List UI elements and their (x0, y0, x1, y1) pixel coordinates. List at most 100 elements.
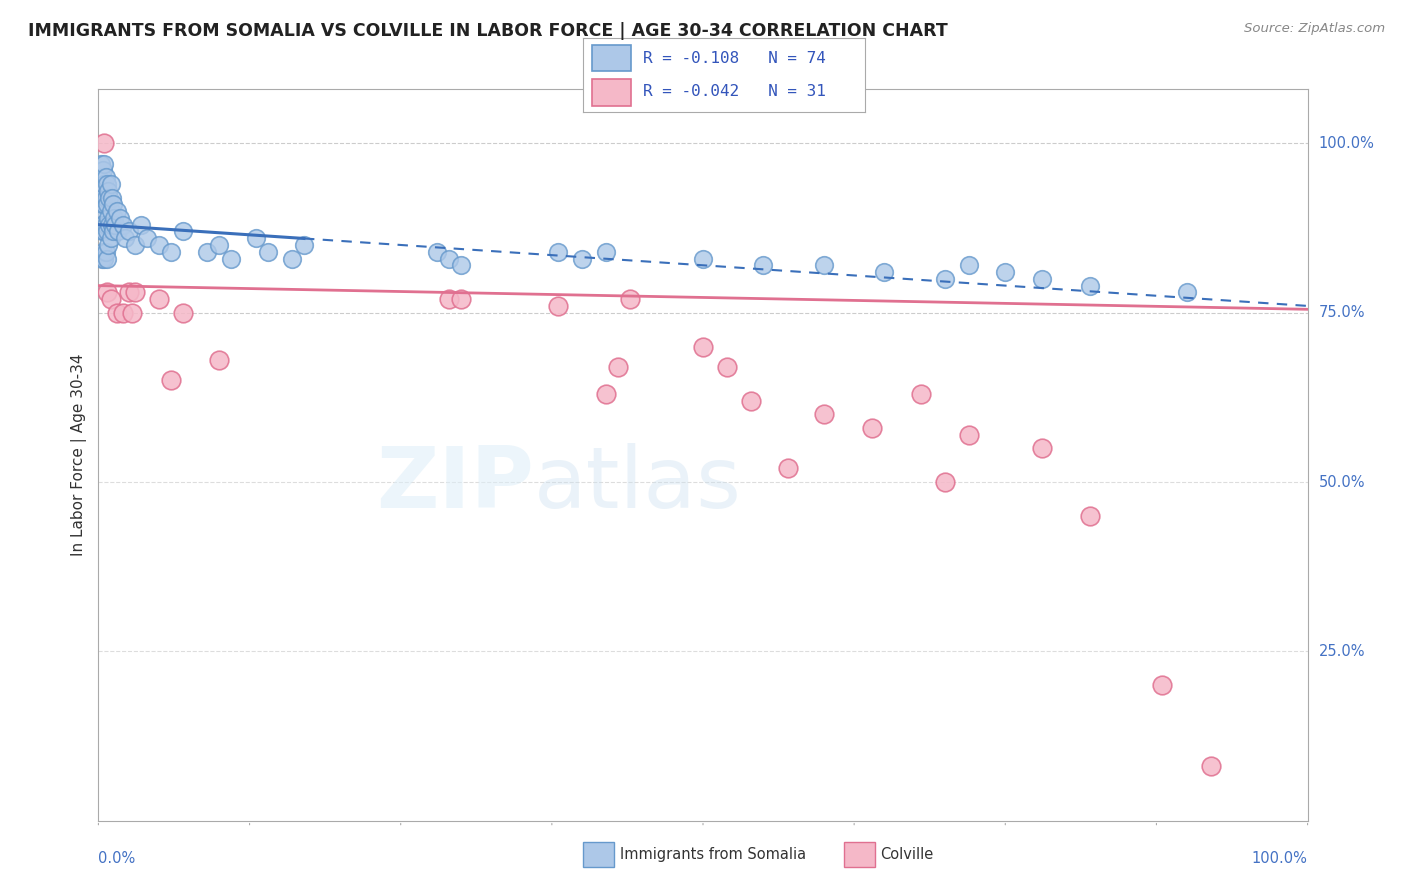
Point (91, 244, 114, 259)
Text: Source: ZipAtlas.com: Source: ZipAtlas.com (1244, 22, 1385, 36)
Point (910, 387, 932, 401)
Point (100, 204, 122, 219)
Point (96, 224, 118, 238)
Text: 75.0%: 75.0% (1319, 305, 1365, 320)
Point (114, 231, 136, 245)
Point (245, 231, 267, 245)
Point (135, 231, 157, 245)
Point (692, 252, 714, 266)
Point (104, 218, 127, 232)
Point (195, 244, 218, 259)
Point (90, 184, 112, 198)
Point (547, 244, 569, 259)
Point (571, 252, 593, 266)
Point (607, 359, 630, 374)
Text: IMMIGRANTS FROM SOMALIA VS COLVILLE IN LABOR FORCE | AGE 30-34 CORRELATION CHART: IMMIGRANTS FROM SOMALIA VS COLVILLE IN L… (28, 22, 948, 40)
Point (994, 265, 1017, 279)
Point (90, 157, 112, 171)
Point (90, 218, 112, 232)
Point (934, 475, 956, 489)
Point (91, 170, 114, 185)
Point (105, 204, 128, 219)
Point (873, 265, 896, 279)
Point (160, 373, 183, 387)
Point (103, 211, 125, 225)
Point (97, 211, 120, 225)
Point (813, 258, 835, 272)
Point (1199, 759, 1222, 773)
Point (957, 258, 980, 272)
Point (208, 353, 231, 368)
Point (100, 231, 122, 245)
Point (1152, 678, 1174, 692)
Point (292, 238, 315, 252)
Point (1031, 441, 1053, 455)
Point (148, 292, 170, 306)
Text: Immigrants from Somalia: Immigrants from Somalia (620, 847, 806, 862)
Text: R = -0.042   N = 31: R = -0.042 N = 31 (643, 84, 825, 99)
Point (89, 204, 111, 219)
Point (96, 252, 118, 266)
Point (118, 224, 141, 238)
Point (160, 244, 183, 259)
Point (98, 190, 121, 204)
Point (934, 272, 956, 286)
Point (91, 190, 114, 204)
Point (93, 177, 115, 191)
Point (450, 292, 472, 306)
Point (129, 218, 152, 232)
Point (97, 238, 120, 252)
Point (172, 306, 194, 320)
Point (281, 252, 304, 266)
Text: 25.0%: 25.0% (1319, 644, 1365, 659)
Point (91, 224, 114, 238)
Point (776, 461, 799, 475)
Point (111, 218, 134, 232)
Point (172, 224, 194, 238)
Point (740, 393, 762, 408)
Point (101, 224, 124, 238)
Point (96, 285, 118, 300)
Point (96, 197, 118, 211)
Point (752, 258, 775, 272)
Point (93, 197, 115, 211)
Point (105, 306, 128, 320)
Point (100, 190, 122, 204)
Text: 100.0%: 100.0% (1319, 136, 1375, 151)
Point (94, 218, 117, 232)
Point (1078, 508, 1101, 523)
Point (91, 252, 114, 266)
Point (208, 238, 231, 252)
Text: ZIP: ZIP (375, 442, 534, 525)
Point (98, 218, 121, 232)
Point (426, 244, 449, 259)
Point (547, 299, 569, 313)
Point (1031, 272, 1053, 286)
Point (595, 387, 617, 401)
Bar (592, 79, 631, 105)
Point (1078, 278, 1101, 293)
Point (94, 170, 117, 185)
Text: R = -0.108   N = 74: R = -0.108 N = 74 (643, 51, 825, 66)
Point (100, 177, 122, 191)
Point (619, 292, 641, 306)
Text: atlas: atlas (534, 442, 742, 525)
Point (148, 238, 170, 252)
Point (124, 285, 146, 300)
Point (93, 136, 115, 151)
Bar (592, 45, 631, 71)
Point (437, 292, 460, 306)
Point (692, 340, 714, 354)
Text: 50.0%: 50.0% (1319, 475, 1365, 490)
Point (91, 163, 114, 178)
Point (813, 407, 835, 421)
Point (124, 238, 146, 252)
Point (96, 177, 118, 191)
Point (101, 197, 124, 211)
Point (437, 252, 460, 266)
Point (94, 244, 117, 259)
Point (221, 252, 243, 266)
Point (121, 306, 143, 320)
Point (1175, 285, 1198, 300)
Point (100, 218, 122, 232)
